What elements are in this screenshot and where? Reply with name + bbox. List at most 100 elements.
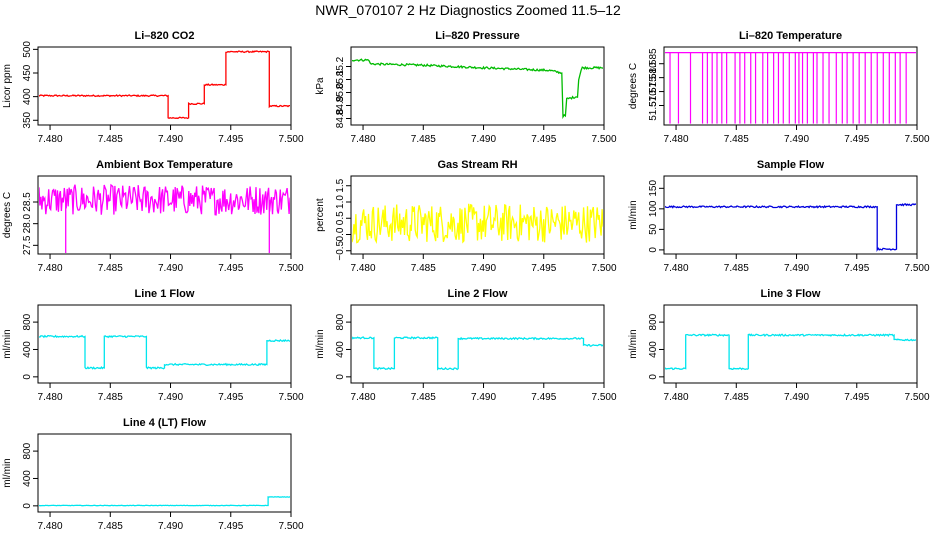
x-tick-label: 7.485 <box>411 392 436 403</box>
y-tick-label: 0 <box>648 247 659 253</box>
series-line-1 <box>39 50 290 120</box>
y-tick-label: −0.5 <box>335 240 346 260</box>
y-tick-label: 450 <box>22 64 33 81</box>
series-line-1 <box>665 333 916 371</box>
x-tick-label: 7.485 <box>98 521 123 532</box>
y-axis-label: ml/min <box>628 200 639 229</box>
x-tick-label: 7.495 <box>531 134 556 145</box>
y-tick-label: 800 <box>22 313 33 330</box>
panel-1: Li–820 CO2 7.480 7.485 7.490 7.495 7.500 350 40… <box>2 30 304 145</box>
series-line-1 <box>352 203 603 244</box>
x-tick-label: 7.480 <box>664 134 689 145</box>
y-tick-label: 350 <box>22 111 33 128</box>
x-tick-label: 7.480 <box>38 134 63 145</box>
x-tick-label: 7.500 <box>591 134 616 145</box>
y-axis-label: kPa <box>315 77 326 95</box>
panel-2: Li–820 Pressure 7.480 7.485 7.490 7.495 7.500… <box>315 30 617 145</box>
panel-3: Li–820 Temperature 7.480 7.485 7.490 7.495 7.… <box>628 30 930 145</box>
x-tick-label: 7.485 <box>98 392 123 403</box>
x-tick-label: 7.500 <box>278 263 303 274</box>
x-tick-label: 7.495 <box>531 392 556 403</box>
x-tick-label: 7.485 <box>411 263 436 274</box>
y-axis-label: degrees C <box>2 192 13 238</box>
y-tick-label: 400 <box>22 88 33 105</box>
x-tick-label: 7.490 <box>471 134 496 145</box>
plot-frame <box>37 175 292 255</box>
y-tick-label: 84.8 <box>335 108 346 128</box>
x-tick-label: 7.485 <box>98 134 123 145</box>
x-tick-label: 7.495 <box>218 263 243 274</box>
x-tick-label: 7.480 <box>38 263 63 274</box>
x-tick-label: 7.495 <box>844 134 869 145</box>
plot-frame <box>37 46 292 126</box>
y-tick-label: 0 <box>22 374 33 380</box>
x-tick-label: 7.490 <box>784 392 809 403</box>
y-tick-label: 85.1 <box>335 69 346 89</box>
x-tick-label: 7.500 <box>278 521 303 532</box>
plot-frame <box>663 175 918 255</box>
y-tick-label: 500 <box>22 41 33 58</box>
series-line-1 <box>39 183 290 216</box>
x-tick-label: 7.495 <box>218 521 243 532</box>
y-axis-label: Licor ppm <box>2 64 13 108</box>
y-tick-label: 84.9 <box>335 95 346 115</box>
x-tick-label: 7.480 <box>351 263 376 274</box>
series-line-1 <box>39 334 290 370</box>
x-tick-label: 7.495 <box>844 392 869 403</box>
y-tick-label: 400 <box>648 341 659 358</box>
panel-title: Line 4 (LT) Flow <box>123 417 206 429</box>
panel-10: Line 4 (LT) Flow 7.480 7.485 7.490 7.495 7.50… <box>2 417 304 532</box>
y-tick-label: 400 <box>22 341 33 358</box>
x-tick-label: 7.480 <box>38 392 63 403</box>
x-tick-label: 7.500 <box>278 392 303 403</box>
y-tick-label: 28.5 <box>22 192 33 212</box>
series-line-1 <box>352 58 603 120</box>
y-tick-label: 800 <box>648 313 659 330</box>
panel-title: Line 3 Flow <box>761 288 821 300</box>
x-tick-label: 7.495 <box>218 134 243 145</box>
x-tick-label: 7.500 <box>591 263 616 274</box>
plot-frame <box>663 304 918 384</box>
y-tick-label: 27.5 <box>22 235 33 255</box>
y-tick-label: 28.0 <box>22 213 33 233</box>
panel-title: Line 1 Flow <box>135 288 195 300</box>
panel-7: Line 1 Flow 7.480 7.485 7.490 7.495 7.500 0 400… <box>2 288 304 403</box>
y-axis-label: degrees C <box>628 63 639 109</box>
y-tick-label: 51.570 <box>648 90 659 121</box>
y-tick-label: 800 <box>335 313 346 330</box>
y-tick-label: 85.0 <box>335 82 346 102</box>
series-line-1 <box>352 336 603 371</box>
x-tick-label: 7.500 <box>904 392 929 403</box>
x-tick-label: 7.495 <box>218 392 243 403</box>
y-tick-label: 0 <box>648 374 659 380</box>
x-tick-label: 7.500 <box>904 134 929 145</box>
x-tick-label: 7.490 <box>158 392 183 403</box>
x-tick-label: 7.490 <box>784 263 809 274</box>
y-tick-label: 150 <box>648 180 659 197</box>
x-tick-label: 7.495 <box>531 263 556 274</box>
y-axis-label: ml/min <box>2 329 13 358</box>
figure-title: NWR_070107 2 Hz Diagnostics Zoomed 11.5–… <box>315 2 621 18</box>
y-tick-label: 0.5 <box>335 211 346 225</box>
x-tick-label: 7.490 <box>158 263 183 274</box>
x-tick-label: 7.495 <box>844 263 869 274</box>
panel-title: Gas Stream RH <box>437 159 517 171</box>
y-tick-label: 400 <box>335 341 346 358</box>
panel-title: Sample Flow <box>757 159 825 171</box>
panel-title: Ambient Box Temperature <box>96 159 233 171</box>
plot-frame <box>37 304 292 384</box>
x-tick-label: 7.480 <box>664 392 689 403</box>
y-tick-label: 0 <box>335 374 346 380</box>
plot-frame <box>350 304 605 384</box>
panel-8: Line 2 Flow 7.480 7.485 7.490 7.495 7.500 0 400… <box>315 288 617 403</box>
y-tick-label: 51.580 <box>648 62 659 93</box>
series-line-1 <box>39 496 290 507</box>
y-tick-label: 50 <box>648 223 659 235</box>
y-axis-label: ml/min <box>2 458 13 487</box>
y-tick-label: 0 <box>22 503 33 509</box>
panel-9: Line 3 Flow 7.480 7.485 7.490 7.495 7.500 0 400… <box>628 288 930 403</box>
x-tick-label: 7.485 <box>724 392 749 403</box>
x-tick-label: 7.490 <box>158 521 183 532</box>
y-axis-label: ml/min <box>315 329 326 358</box>
